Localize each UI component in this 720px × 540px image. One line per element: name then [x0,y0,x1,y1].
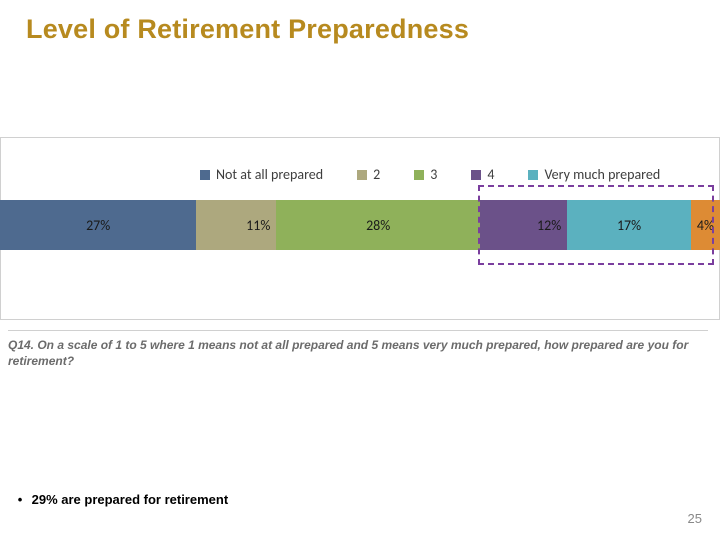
legend-item-1: 2 [357,166,380,183]
legend-label-2: 3 [430,166,437,183]
bar-value-3: 12% [537,217,561,234]
bullet-text: 29% are prepared for retirement [32,492,229,507]
bar-value-2: 28% [366,217,390,234]
bar-segment-3: 12% [480,200,567,250]
legend-swatch-4 [528,170,538,180]
bar-value-4: 17% [617,217,641,234]
bar-value-5: 4% [697,217,714,234]
page-title: Level of Retirement Preparedness [26,14,469,45]
legend-swatch-1 [357,170,367,180]
stacked-bar: 27% 11% 28% 12% 17% 4% [0,200,720,250]
bar-segment-1: 11% [196,200,276,250]
legend-label-4: Very much prepared [544,166,660,183]
legend-label-0: Not at all prepared [216,166,323,183]
legend-item-0: Not at all prepared [200,166,323,183]
bullet-summary: • 29% are prepared for retirement [12,492,228,507]
bar-segment-0: 27% [0,200,196,250]
legend-item-4: Very much prepared [528,166,660,183]
question-text: Q14. On a scale of 1 to 5 where 1 means … [8,330,708,369]
legend-label-3: 4 [487,166,494,183]
bar-value-1: 11% [246,217,270,234]
bar-segment-5: 4% [691,200,720,250]
legend-item-2: 3 [414,166,437,183]
page-number: 25 [688,511,702,526]
bar-segment-4: 17% [567,200,691,250]
bar-value-0: 27% [86,217,110,234]
legend-swatch-2 [414,170,424,180]
legend-item-3: 4 [471,166,494,183]
bar-segment-2: 28% [276,200,480,250]
chart-legend: Not at all prepared 2 3 4 Very much prep… [200,166,660,183]
legend-swatch-3 [471,170,481,180]
bullet-marker: • [12,492,28,507]
legend-swatch-0 [200,170,210,180]
legend-label-1: 2 [373,166,380,183]
